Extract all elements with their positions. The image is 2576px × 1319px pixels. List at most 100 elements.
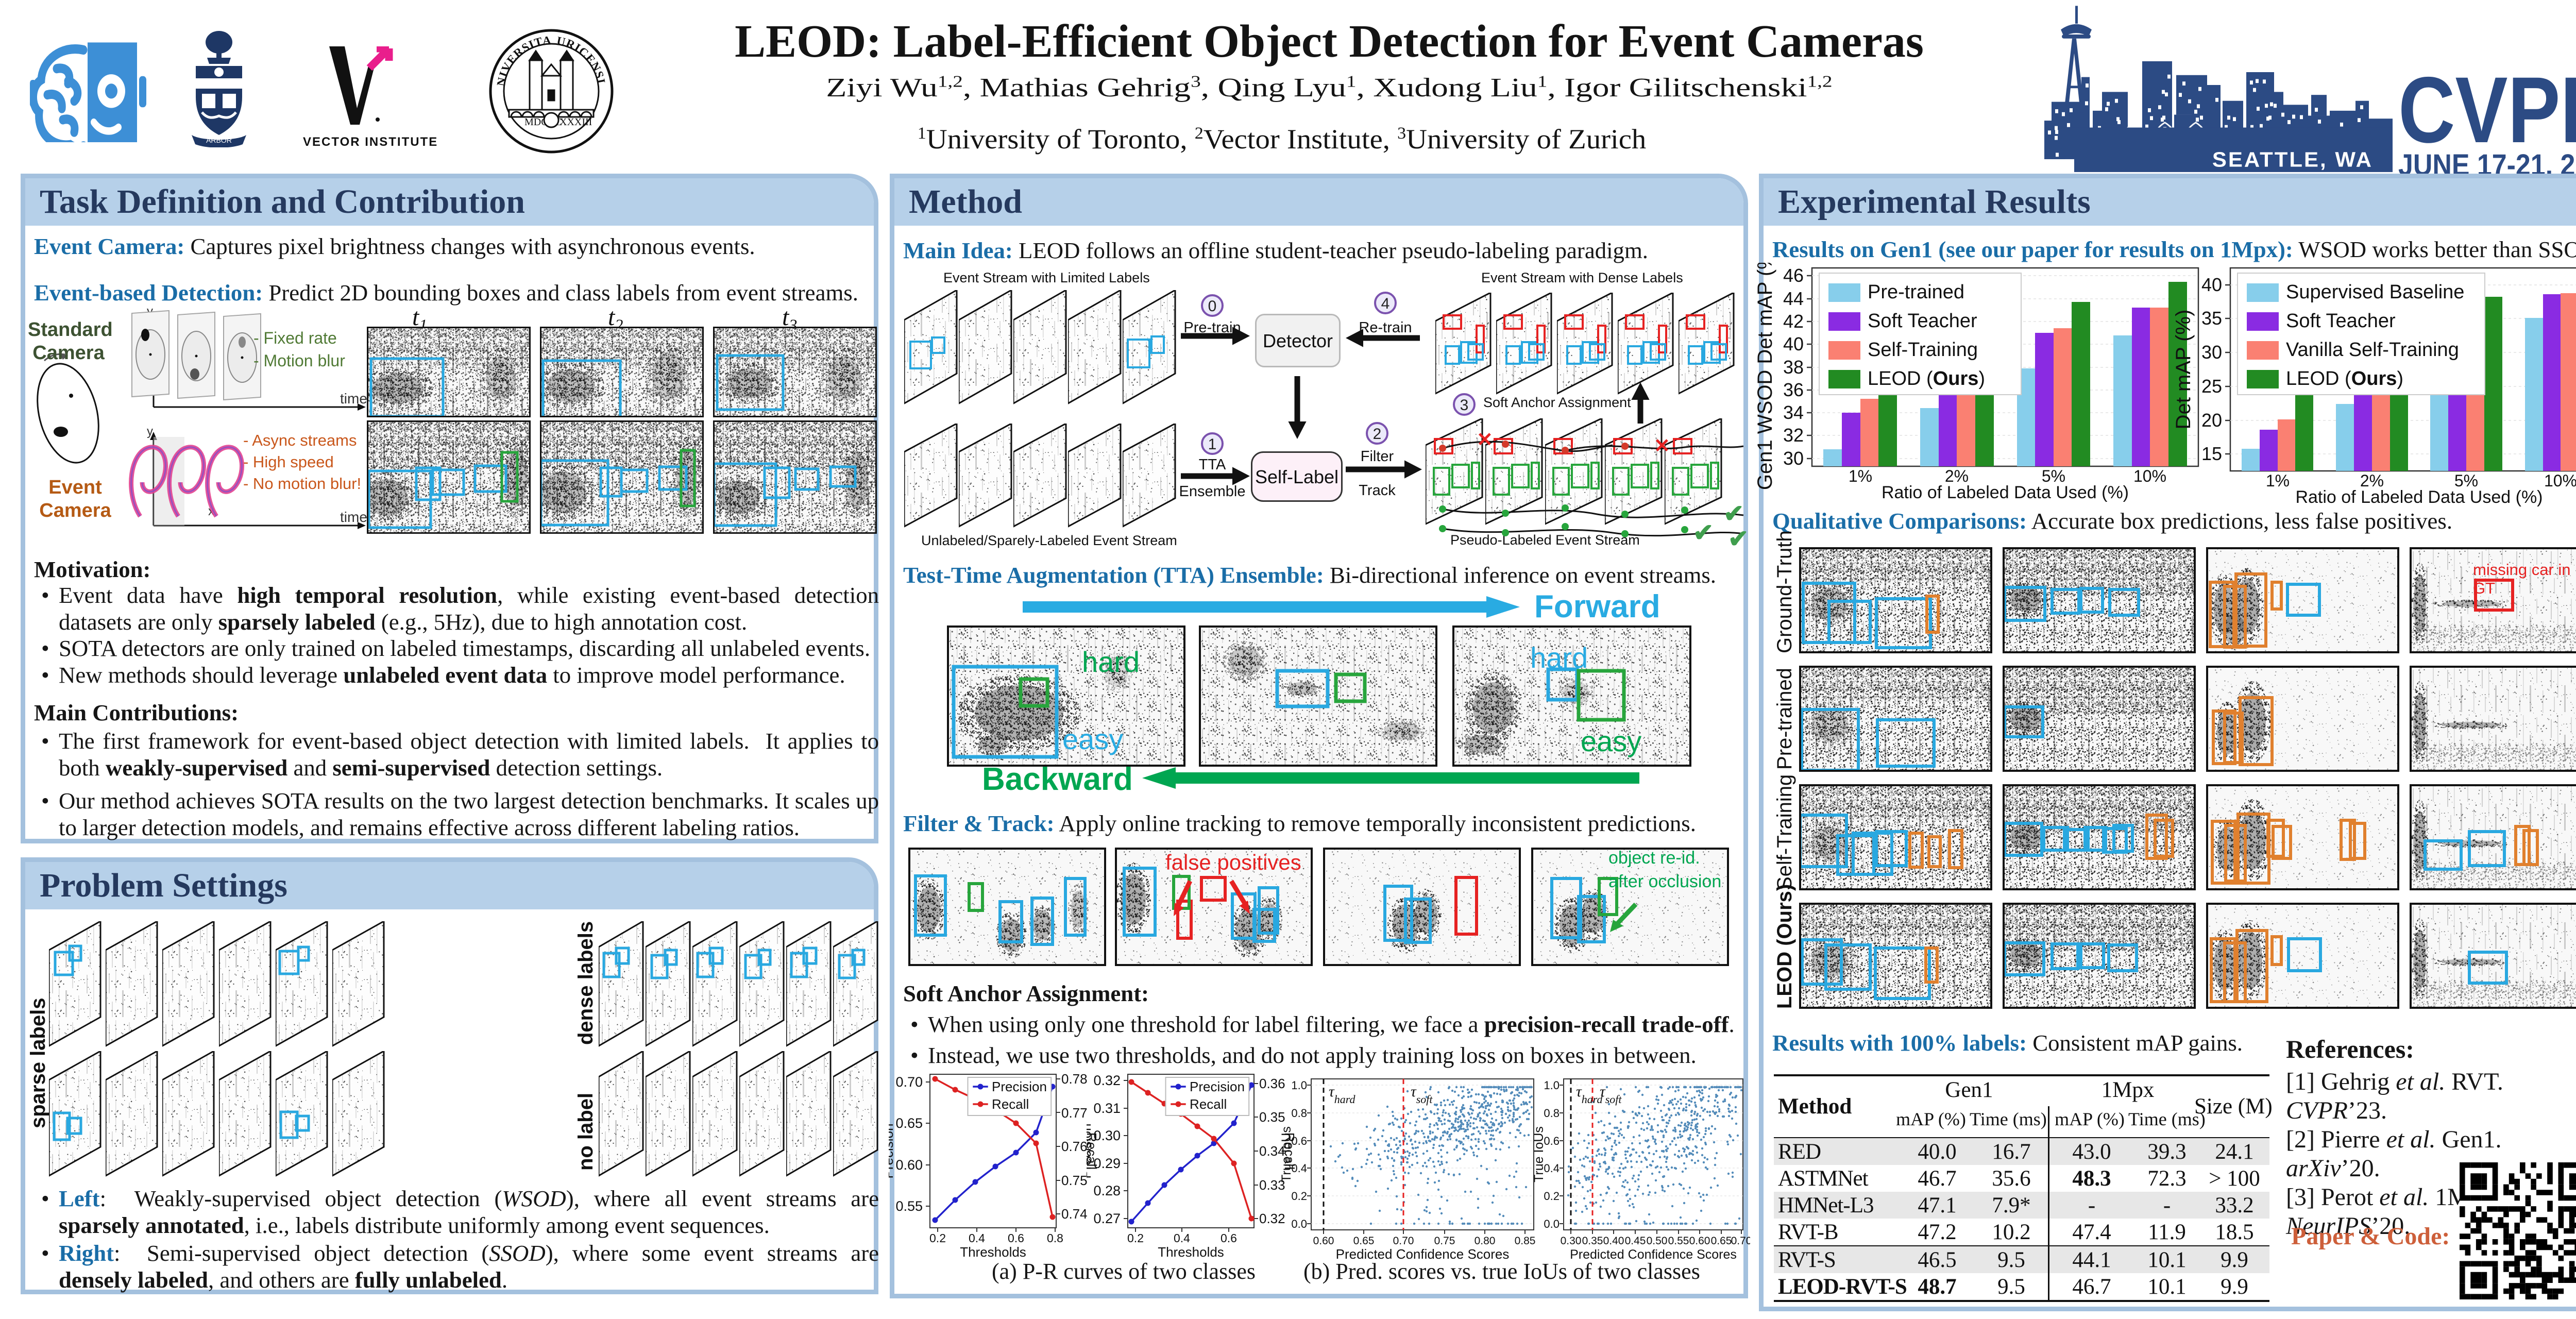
svg-text:0.85: 0.85 [1515,1235,1536,1247]
svg-text:Soft Teacher: Soft Teacher [1868,310,1977,332]
svg-text:ARBOR: ARBOR [206,136,232,144]
svg-text:Supervised Baseline: Supervised Baseline [2286,281,2464,303]
svg-text:0.70: 0.70 [1393,1235,1414,1247]
svg-text:0.35: 0.35 [1259,1109,1285,1125]
svg-text:0.75: 0.75 [1061,1173,1088,1188]
svg-text:0.6: 0.6 [1291,1135,1307,1147]
svg-text:SEATTLE, WA: SEATTLE, WA [2212,148,2373,171]
svg-text:XXXIII: XXXIII [560,116,592,128]
svg-text:0.29: 0.29 [1093,1156,1121,1171]
svg-text:0.32: 0.32 [1259,1211,1285,1226]
svg-text:Recall: Recall [992,1096,1029,1112]
svg-text:1%: 1% [2266,471,2290,490]
svg-text:36: 36 [1783,379,1804,400]
svg-text:0.27: 0.27 [1093,1211,1121,1226]
svg-text:30: 30 [2201,342,2222,363]
svg-text:0.36: 0.36 [1259,1076,1285,1091]
svg-text:0.30: 0.30 [1093,1128,1121,1143]
svg-text:0.50: 0.50 [1647,1235,1668,1247]
svg-text:0.33: 0.33 [1259,1177,1285,1193]
svg-text:32: 32 [1783,425,1804,446]
svg-text:✔: ✔ [1693,519,1714,547]
svg-text:44: 44 [1783,288,1804,309]
svg-text:10%: 10% [2544,471,2576,490]
svg-text:Recall: Recall [1084,1132,1099,1170]
svg-text:0.55: 0.55 [1668,1235,1689,1247]
svg-text:Precision: Precision [889,1124,896,1179]
svg-text:Pre-trained: Pre-trained [1868,281,1964,303]
svg-text:0.65: 0.65 [895,1115,923,1131]
svg-text:0.80: 0.80 [1475,1235,1496,1247]
svg-text:CVPR: CVPR [2398,64,2576,151]
svg-text:Ratio of Labeled Data Used (%): Ratio of Labeled Data Used (%) [1882,483,2129,502]
svg-text:✕: ✕ [1477,432,1493,451]
svg-text:Recall: Recall [1190,1096,1227,1112]
svg-text:0.0: 0.0 [1544,1217,1560,1230]
svg-text:Soft Teacher: Soft Teacher [2286,310,2396,332]
svg-text:0.65: 0.65 [1353,1235,1375,1247]
svg-text:0.8: 0.8 [1047,1231,1063,1245]
svg-text:Self-Training: Self-Training [1868,339,1978,361]
svg-text:1.0: 1.0 [1544,1079,1560,1092]
svg-text:LEOD (Ours): LEOD (Ours) [2286,368,2403,390]
svg-text:0.60: 0.60 [1689,1235,1710,1247]
svg-text:0.8: 0.8 [1291,1107,1307,1120]
svg-text:y: y [147,425,153,438]
svg-text:0.30: 0.30 [1561,1235,1582,1247]
svg-text:1%: 1% [1849,467,1872,485]
svg-text:25: 25 [2201,376,2222,397]
svg-text:0.4: 0.4 [1174,1231,1190,1245]
svg-text:Precision: Precision [1190,1079,1245,1094]
svg-text:0.76: 0.76 [1061,1139,1088,1154]
svg-text:42: 42 [1783,311,1804,332]
svg-text:✔: ✔ [1728,526,1747,553]
svg-text:0.74: 0.74 [1061,1206,1088,1222]
svg-text:5%: 5% [2454,471,2478,490]
svg-text:0.6: 0.6 [1544,1135,1560,1147]
svg-text:0.2: 0.2 [929,1231,946,1245]
svg-text:0.2: 0.2 [1291,1190,1307,1203]
svg-text:2%: 2% [1945,467,1969,485]
svg-text:0.4: 0.4 [1291,1162,1307,1175]
svg-text:LEOD (Ours): LEOD (Ours) [1868,368,1985,390]
svg-text:Vanilla Self-Training: Vanilla Self-Training [2286,339,2459,361]
svg-text:Predicted Confidence Scores: Predicted Confidence Scores [1336,1246,1510,1262]
svg-text:0.0: 0.0 [1291,1217,1307,1230]
svg-text:2%: 2% [2360,471,2384,490]
svg-text:time: time [340,391,367,407]
svg-text:20: 20 [2201,410,2222,431]
svg-text:0.4: 0.4 [1544,1162,1560,1175]
svg-text:Recall: Recall [1282,1132,1297,1170]
svg-text:0.55: 0.55 [895,1198,923,1214]
svg-text:10%: 10% [2133,467,2166,485]
svg-text:15: 15 [2201,443,2222,464]
svg-text:0.31: 0.31 [1093,1101,1121,1116]
svg-text:0.6: 0.6 [1221,1231,1237,1245]
svg-text:0.6: 0.6 [1008,1231,1024,1245]
svg-text:0.35: 0.35 [1582,1235,1603,1247]
svg-text:0.28: 0.28 [1093,1183,1121,1198]
svg-text:35: 35 [2201,308,2222,329]
svg-text:0.70: 0.70 [895,1074,923,1090]
svg-text:5%: 5% [2042,467,2065,485]
svg-text:0.60: 0.60 [895,1157,923,1173]
svg-text:0.32: 0.32 [1093,1073,1121,1088]
svg-text:0.4: 0.4 [969,1231,985,1245]
svg-text:0.2: 0.2 [1127,1231,1144,1245]
svg-text:✔: ✔ [1723,500,1744,528]
svg-text:Predicted Confidence Scores: Predicted Confidence Scores [1570,1247,1737,1262]
svg-text:0.8: 0.8 [1544,1107,1560,1120]
svg-text:0.77: 0.77 [1061,1105,1088,1121]
svg-text:0.2: 0.2 [1544,1190,1560,1203]
svg-text:0.34: 0.34 [1259,1143,1285,1159]
svg-text:34: 34 [1783,402,1804,423]
svg-text:0.75: 0.75 [1434,1235,1455,1247]
svg-text:Gen1 WSOD Det mAP (%): Gen1 WSOD Det mAP (%) [1754,263,1776,490]
svg-text:0.78: 0.78 [1061,1071,1088,1087]
svg-text:Thresholds: Thresholds [1158,1244,1224,1260]
svg-text:0.60: 0.60 [1313,1235,1334,1247]
svg-text:30: 30 [1783,448,1804,469]
svg-text:True IoUs: True IoUs [1532,1126,1546,1182]
svg-text:46: 46 [1783,265,1804,286]
svg-text:0.45: 0.45 [1625,1235,1646,1247]
